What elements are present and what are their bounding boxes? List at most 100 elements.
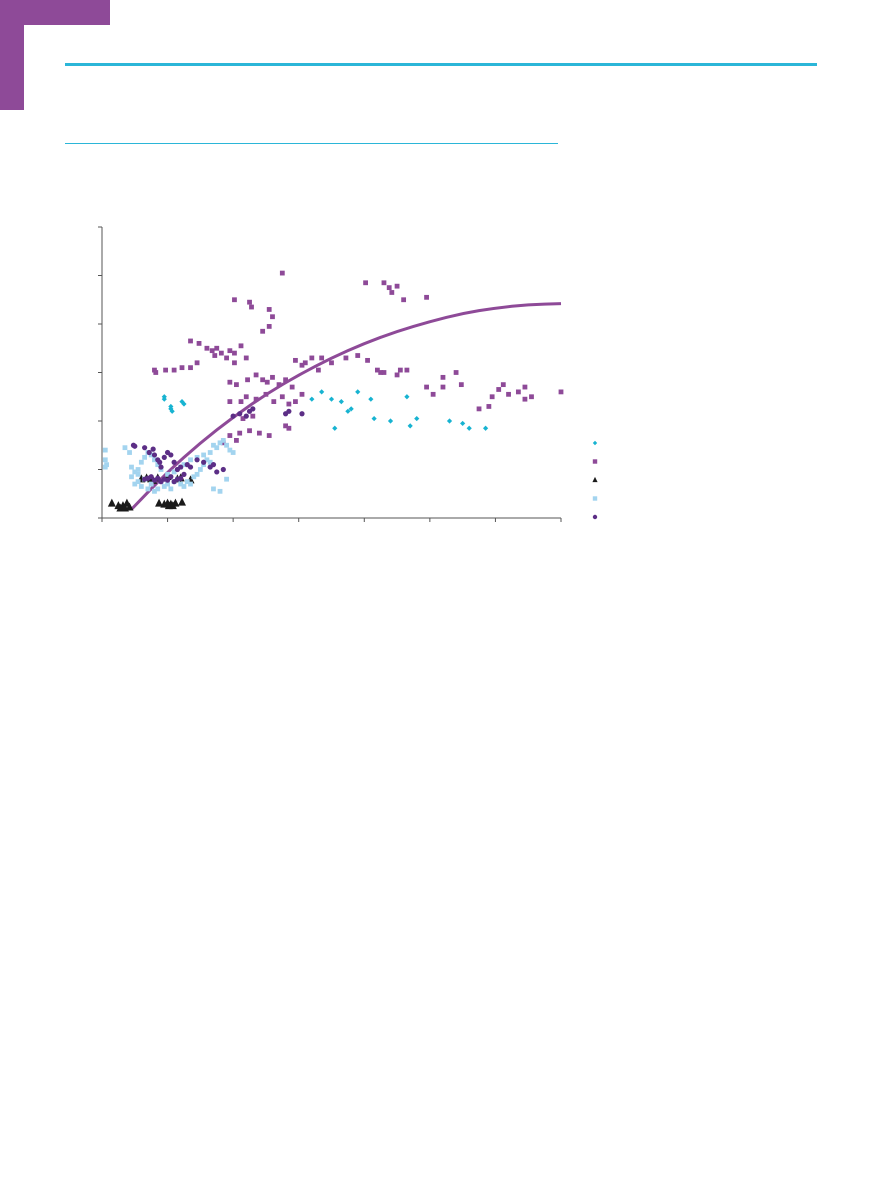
data-point: [210, 462, 217, 468]
data-point: [129, 474, 134, 480]
trendline: [130, 302, 562, 511]
data-point: [214, 345, 220, 351]
data-point: [152, 457, 157, 463]
data-point: [132, 443, 138, 449]
data-point: [135, 467, 141, 472]
data-point: [440, 374, 446, 380]
data-point: [178, 464, 184, 470]
data-point: [286, 408, 292, 414]
data-point: [220, 440, 226, 446]
data-point: [153, 370, 159, 375]
data-point: [299, 391, 305, 397]
data-point: [466, 425, 472, 431]
data-point: [302, 360, 308, 366]
data-point: [476, 406, 482, 412]
data-point: [197, 467, 203, 472]
data-point: [293, 357, 298, 363]
data-point: [179, 365, 185, 371]
data-point: [270, 314, 275, 320]
data-point: [165, 471, 170, 477]
data-point: [107, 498, 116, 507]
data-point: [343, 355, 349, 361]
data-point: [394, 372, 400, 378]
data-point: [214, 469, 220, 475]
data-point: [155, 462, 161, 468]
data-point: [289, 384, 295, 390]
data-point: [146, 449, 152, 456]
data-point: [286, 401, 292, 407]
data-point: [127, 450, 132, 455]
data-point: [184, 479, 190, 485]
data-point: [506, 391, 511, 397]
data-point: [253, 372, 259, 378]
data-point: [163, 367, 169, 373]
data-point: [211, 486, 216, 492]
data-point: [238, 343, 244, 349]
corner-tab-top: [24, 0, 110, 25]
data-point: [181, 484, 187, 489]
data-point: [194, 360, 200, 366]
data-point: [145, 486, 151, 492]
data-point: [319, 355, 325, 361]
data-point: [104, 462, 109, 468]
data-point: [135, 471, 141, 477]
data-point: [234, 438, 239, 443]
data-point: [187, 464, 194, 470]
data-point: [218, 350, 224, 356]
data-point: [212, 353, 218, 358]
data-point: [232, 297, 237, 303]
data-point: [453, 370, 459, 375]
data-point: [122, 445, 128, 451]
data-point: [247, 428, 252, 434]
data-point: [234, 382, 239, 388]
data-point: [178, 481, 184, 487]
data-point: [260, 377, 266, 383]
data-point: [338, 399, 344, 405]
legend-marker: [592, 440, 598, 446]
data-point: [232, 360, 237, 366]
chart-legend: [592, 440, 598, 520]
data-point: [397, 367, 403, 373]
data-point: [171, 498, 180, 507]
data-point: [230, 450, 236, 455]
data-point: [132, 481, 138, 487]
data-point: [424, 294, 429, 300]
data-point: [319, 389, 325, 395]
data-point: [345, 408, 351, 414]
data-point: [286, 425, 292, 431]
data-point: [500, 382, 506, 388]
data-point: [227, 447, 233, 453]
data-point: [207, 450, 213, 455]
data-point: [207, 459, 213, 465]
data-point: [214, 445, 220, 451]
legend-marker: [592, 496, 598, 501]
data-point: [227, 348, 233, 354]
data-point: [266, 307, 272, 312]
data-point: [227, 433, 233, 438]
data-point: [293, 399, 298, 404]
data-point: [276, 382, 282, 388]
data-point: [161, 454, 167, 460]
data-point: [283, 423, 288, 429]
data-point: [404, 367, 410, 373]
data-point: [224, 476, 229, 482]
data-point: [263, 391, 269, 397]
data-point: [496, 387, 502, 392]
data-point: [204, 345, 210, 351]
data-point: [217, 488, 223, 494]
data-point: [332, 425, 338, 431]
data-point: [381, 280, 387, 286]
data-point: [245, 377, 250, 383]
data-point: [249, 304, 254, 310]
data-point: [148, 481, 154, 487]
data-point: [224, 442, 229, 448]
data-point: [243, 355, 249, 361]
data-point: [247, 299, 252, 305]
data-point: [148, 452, 154, 458]
data-point: [188, 365, 193, 371]
data-point: [270, 374, 275, 380]
data-point: [181, 471, 187, 477]
data-point: [157, 459, 163, 465]
data-point: [237, 411, 243, 417]
data-point: [191, 474, 197, 480]
